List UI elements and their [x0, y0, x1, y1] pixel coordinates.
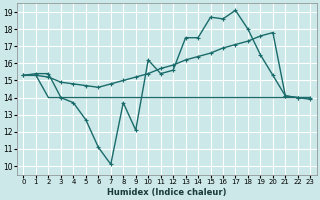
X-axis label: Humidex (Indice chaleur): Humidex (Indice chaleur): [107, 188, 227, 197]
